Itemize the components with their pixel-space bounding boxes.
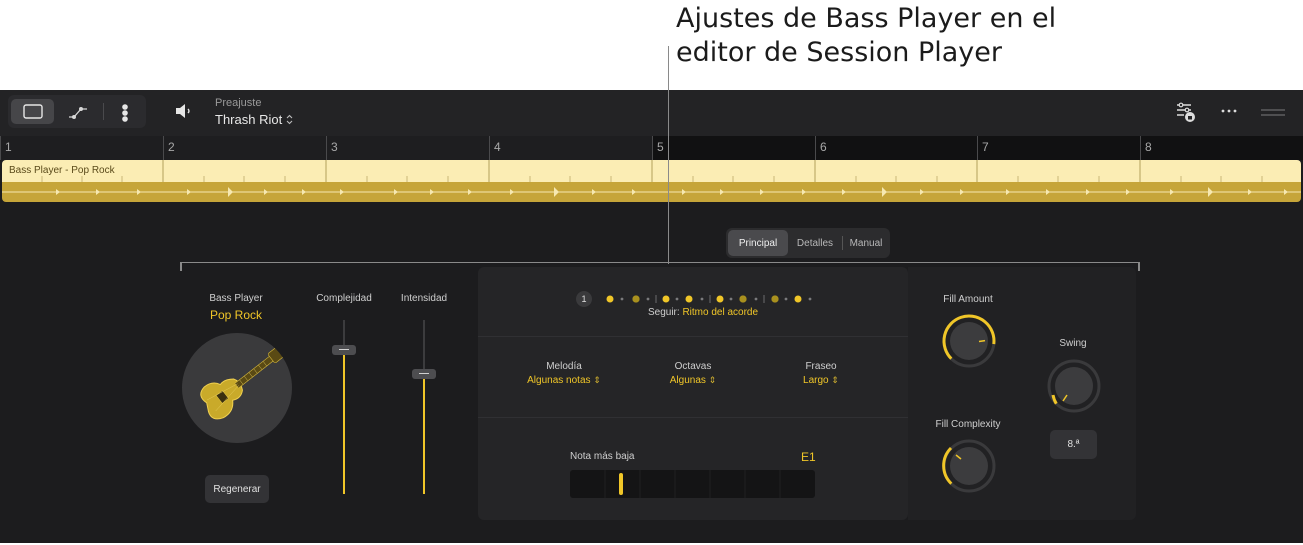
- intensity-label: Intensidad: [400, 293, 448, 304]
- chevron-updown-icon: ⇕: [831, 375, 839, 385]
- bass-player-region[interactable]: Bass Player - Pop Rock: [2, 160, 1301, 202]
- regenerate-button[interactable]: Regenerar: [205, 475, 269, 503]
- lowest-note-range-selector[interactable]: [570, 470, 815, 498]
- preset-value: Thrash Riot: [215, 112, 283, 127]
- swing-label: Swing: [1059, 338, 1087, 349]
- melody-value: Algunas notas: [527, 375, 591, 386]
- octaves-value: Algunas: [669, 375, 706, 386]
- swing-value-selector[interactable]: 8.ª: [1050, 430, 1097, 459]
- pattern-settings-panel: 1 Seguir: Ritmo del acorde Melodía Algun…: [478, 267, 908, 520]
- callout-bracket: [180, 262, 1140, 271]
- ruler-bar-1: 1: [5, 140, 12, 154]
- rhythm-dots[interactable]: [602, 293, 822, 305]
- ruler-bar-3: 3: [331, 140, 338, 154]
- follow-value: Ritmo del acorde: [682, 307, 759, 318]
- chevron-updown-icon: [286, 114, 293, 125]
- ruler-bar-2: 2: [168, 140, 175, 154]
- fill-amount-knob[interactable]: [939, 311, 999, 371]
- panel-divider-2: [478, 417, 908, 418]
- complexity-slider-fill: [343, 349, 345, 494]
- annotation-line-2: editor de Session Player: [676, 37, 1002, 68]
- lowest-note-label: Nota más baja: [570, 451, 635, 462]
- note-icon: [122, 103, 128, 122]
- intensity-slider-fill: [423, 373, 425, 494]
- region-name: Bass Player - Pop Rock: [9, 165, 115, 176]
- drag-handle-icon: [1261, 109, 1285, 116]
- melody-label: Melodía: [546, 361, 582, 372]
- region-tick-marks: [41, 160, 1263, 182]
- ruler-bar-7: 7: [982, 140, 989, 154]
- keyboard-range-icon: [604, 470, 781, 498]
- tab-principal[interactable]: Principal: [728, 230, 788, 256]
- ruler-bar-4: 4: [494, 140, 501, 154]
- editor-tabs: Principal Detalles Manual: [726, 228, 890, 258]
- more-options-button[interactable]: [1220, 104, 1238, 118]
- ruler-bar-6: 6: [820, 140, 827, 154]
- rectangle-icon: [22, 104, 43, 119]
- ellipsis-icon: [1221, 109, 1237, 113]
- octaves-selector[interactable]: Algunas ⇕: [633, 375, 753, 386]
- automation-view-button[interactable]: [56, 99, 99, 124]
- bass-guitar-icon: [200, 347, 284, 420]
- segment-divider: [103, 103, 104, 120]
- bass-guitar-artwork: [182, 333, 292, 443]
- panel-divider-1: [478, 336, 908, 337]
- player-style[interactable]: Pop Rock: [209, 308, 263, 322]
- bass-note-pattern: [2, 187, 1301, 197]
- region-content: [2, 182, 1301, 202]
- fill-swing-panel: Fill Amount Swing 8.ª Fill Complexity: [908, 267, 1136, 520]
- follow-setting[interactable]: Seguir: Ritmo del acorde: [578, 307, 828, 318]
- follow-label: Seguir:: [647, 307, 680, 318]
- fill-complexity-knob[interactable]: [939, 436, 999, 496]
- tab-divider: [842, 236, 843, 250]
- chevron-updown-icon: ⇕: [708, 375, 717, 385]
- editor-toolbar: Preajuste Thrash Riot: [0, 90, 1303, 136]
- session-settings-button[interactable]: [1175, 101, 1197, 123]
- ruler-bar-5: 5: [657, 140, 664, 154]
- lowest-note-value: E1: [801, 450, 816, 464]
- swing-knob[interactable]: [1045, 357, 1103, 415]
- session-player-window: Preajuste Thrash Riot 1 2 3 4 5 6 7 8: [0, 90, 1303, 543]
- tab-detalles[interactable]: Detalles: [796, 237, 834, 249]
- phrasing-value: Largo: [803, 375, 829, 386]
- preset-label: Preajuste: [215, 97, 262, 109]
- automation-curve-icon: [68, 106, 87, 119]
- view-mode-segmented-control: [8, 95, 146, 128]
- preset-selector[interactable]: Thrash Riot: [215, 112, 293, 127]
- player-label: Bass Player: [209, 293, 263, 304]
- callout-leader-line: [668, 46, 669, 264]
- ruler-bar-8: 8: [1145, 140, 1152, 154]
- region-view-button[interactable]: [11, 99, 54, 124]
- speaker-icon: [176, 104, 190, 118]
- speaker-button[interactable]: [175, 103, 193, 119]
- chevron-updown-icon: ⇕: [593, 375, 601, 385]
- phrasing-label: Fraseo: [805, 361, 837, 372]
- octaves-label: Octavas: [674, 361, 712, 372]
- score-view-button[interactable]: [107, 99, 143, 124]
- beat-number-badge: 1: [576, 291, 592, 307]
- annotation-line-1: Ajustes de Bass Player en el: [676, 3, 1057, 34]
- region-header: Bass Player - Pop Rock: [2, 160, 1301, 182]
- tab-manual[interactable]: Manual: [849, 237, 883, 249]
- complexity-slider-thumb[interactable]: [332, 344, 356, 355]
- fill-complexity-label: Fill Complexity: [935, 419, 1001, 430]
- sliders-settings-icon: [1177, 102, 1195, 122]
- complexity-label: Complejidad: [316, 293, 372, 304]
- fill-amount-label: Fill Amount: [943, 294, 993, 305]
- timeline-ruler[interactable]: 1 2 3 4 5 6 7 8: [0, 136, 1303, 160]
- phrasing-selector[interactable]: Largo ⇕: [761, 375, 881, 386]
- intensity-slider-thumb[interactable]: [412, 368, 436, 379]
- resize-handle[interactable]: [1260, 108, 1286, 118]
- annotation-callout: Ajustes de Bass Player en el editor de S…: [676, 2, 1236, 70]
- melody-selector[interactable]: Algunas notas ⇕: [504, 375, 624, 386]
